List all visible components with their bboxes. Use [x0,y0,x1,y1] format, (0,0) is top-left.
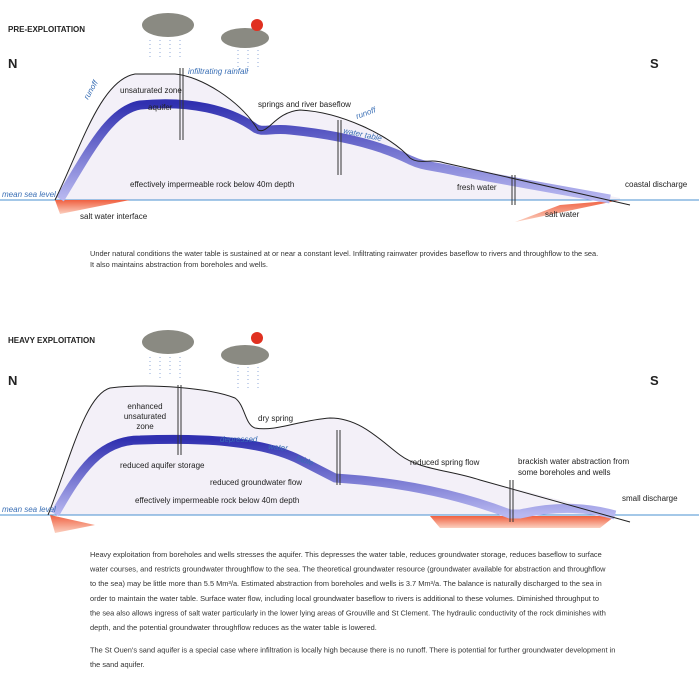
diagram-label: reduced aquifer storage [120,461,205,470]
diagram-label: springs and river baseflow [258,100,351,109]
diagram-label: reduced groundwater flow [210,478,302,487]
caption-line: Heavy exploitation from boreholes and we… [90,550,602,559]
caption-line: depth, and the potential groundwater thr… [90,623,377,632]
diagram-label: reduced spring flow [410,458,480,467]
diagram-label: enhanced [127,402,162,411]
section-title: PRE-EXPLOITATION [8,25,85,34]
caption-line: the sea also allows ingress of salt wate… [90,608,606,617]
diagram-label: dry spring [258,414,293,423]
south: S [650,373,659,388]
diagram-label: coastal discharge [625,180,688,189]
diagram-label: small discharge [622,494,678,503]
diagram-label: mean sea level [2,190,56,199]
diagram-label: unsaturated zone [120,86,182,95]
north: N [8,373,17,388]
diagram-label: effectively impermeable rock below 40m d… [130,180,294,189]
diagram-label: zone [136,422,154,431]
diagram-label: some boreholes and wells [518,468,611,477]
diagram-label: fresh water [457,183,497,192]
diagram-label: depressed [220,435,258,444]
south: S [650,56,659,71]
caption-line: Under natural conditions the water table… [90,249,598,258]
caption-line: to the sea) may be little more than 5.5 … [90,579,602,588]
diagram-label: brackish water abstraction from [518,457,629,466]
caption-line: order to maintain the water table. Surfa… [90,594,599,603]
diagram-label: mean sea level [2,505,56,514]
caption-line: the sand aquifer. [90,660,145,669]
section-title: HEAVY EXPLOITATION [8,336,95,345]
diagram-label: unsaturated [124,412,166,421]
panel-pre: PRE-EXPLOITATION N S [0,13,699,222]
diagram-label: infiltrating rainfall [188,67,248,76]
caption-line: It also maintains abstraction from boreh… [90,260,268,269]
north: N [8,56,17,71]
diagram-label: salt water interface [80,212,148,221]
diagram-label: runoff [82,78,100,101]
caption-line: water courses, and restricts groundwater… [89,565,606,574]
diagram-label: effectively impermeable rock below 40m d… [135,496,299,505]
diagram-label: runoff [355,105,378,121]
diagram-label: aquifer [148,103,173,112]
panel-heavy: HEAVY EXPLOITATION N S [0,330,699,533]
diagram-label: water [268,442,289,453]
diagram-label: salt water [545,210,580,219]
caption-line: The St Ouen's sand aquifer is a special … [90,646,615,655]
